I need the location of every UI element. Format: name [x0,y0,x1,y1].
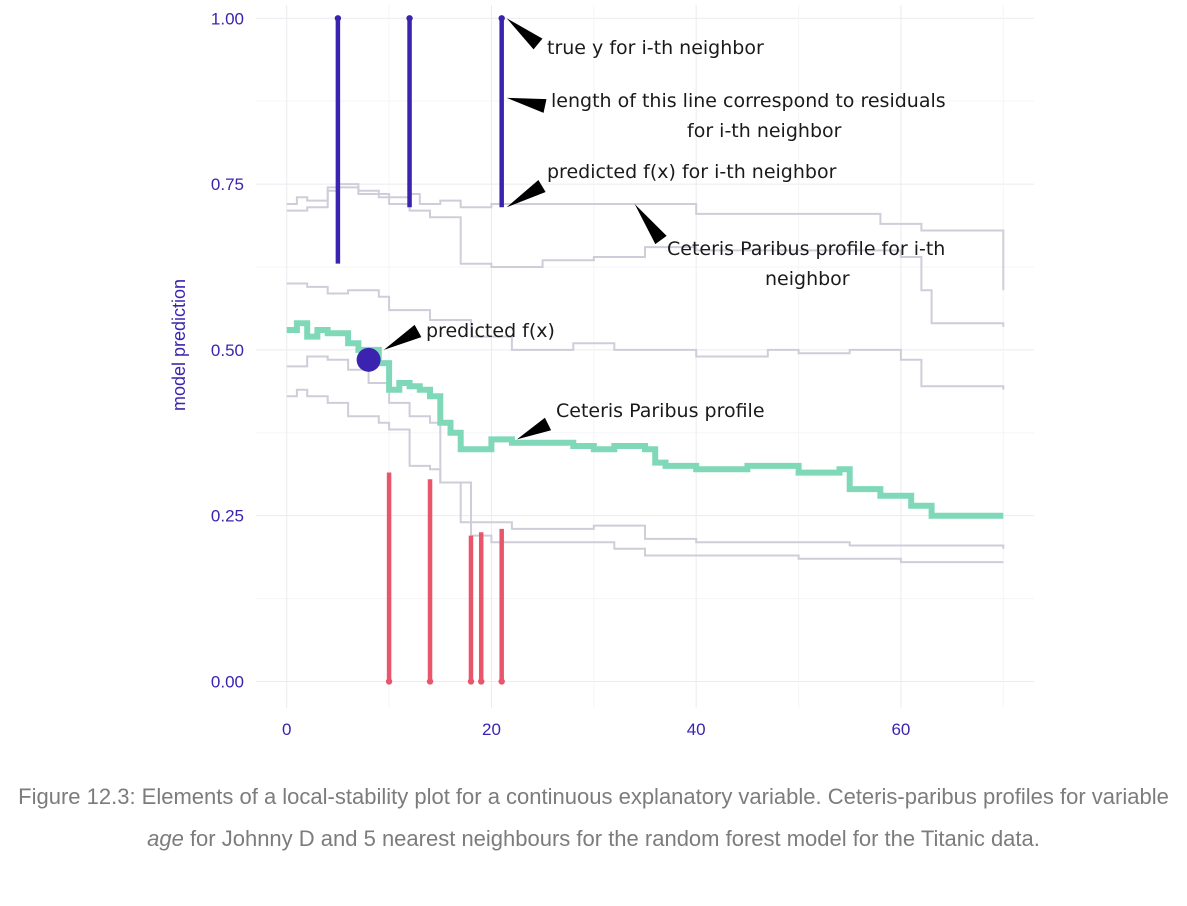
annotation-arrow-3 [506,180,546,208]
y-tick-label: 0.50 [211,341,244,360]
caption-emphasis: age [147,826,184,851]
annotation-text-2: length of this line correspond to residu… [551,90,946,112]
neighbor-profile-3 [286,282,1005,390]
residual-true-point-5 [426,678,434,685]
annotation-text-6: Ceteris Paribus profile [556,400,765,422]
annotation-text-5: predicted f(x) [426,320,555,342]
y-tick-label: 0.25 [211,507,244,526]
y-tick-label: 0.75 [211,175,244,194]
annotation-arrow-6 [516,417,552,440]
annotation-text-1: true y for i-th neighbor [547,37,764,59]
y-tick-label: 0.00 [211,672,244,691]
x-tick-label: 20 [482,720,501,739]
figure-caption: Figure 12.3: Elements of a local-stabili… [0,776,1187,860]
annotation-text-4: Ceteris Paribus profile for i-th [667,238,945,260]
residual-true-point-6 [467,678,475,685]
annotation-arrow-2 [506,97,547,113]
x-tick-label: 60 [891,720,910,739]
y-tick-label: 1.00 [211,9,244,28]
x-tick-label: 40 [687,720,706,739]
residual-true-point-7 [478,678,485,685]
residual-true-point-4 [385,678,393,685]
caption-suffix: for Johnny D and 5 nearest neighbours fo… [183,826,1040,851]
observation-point [356,347,381,372]
y-axis-label: model prediction [169,279,189,411]
x-tick-label: 0 [282,720,291,739]
annotations: true y for i-th neighbor length of this l… [383,18,946,440]
annotation-text-2-line2: for i-th neighbor [687,120,842,142]
main-profile [286,320,1004,519]
annotation-text-3: predicted f(x) for i-th neighbor [547,161,837,183]
annotation-text-4-line2: neighbor [765,268,850,290]
neighbor-profile-4 [286,355,1005,549]
annotation-arrow-4 [634,203,667,245]
local-stability-chart: 0.00 0.25 0.50 0.75 1.00 0 20 40 60 true y for i… [169,5,1034,739]
ceteris-paribus-profile [286,320,1004,519]
annotation-arrow-1 [506,18,543,50]
residual-true-point-3 [498,15,505,22]
residual-lines [334,15,505,685]
residual-true-point-2 [406,15,413,22]
residual-true-point-8 [498,678,505,685]
residual-true-point-1 [334,15,342,22]
annotation-arrow-5 [383,324,422,350]
neighbor-profile-5 [286,388,1004,564]
caption-prefix: Figure 12.3: Elements of a local-stabili… [18,784,1169,809]
axis-ticks: 0.00 0.25 0.50 0.75 1.00 0 20 40 60 [211,9,910,739]
observation-layer [356,347,381,372]
